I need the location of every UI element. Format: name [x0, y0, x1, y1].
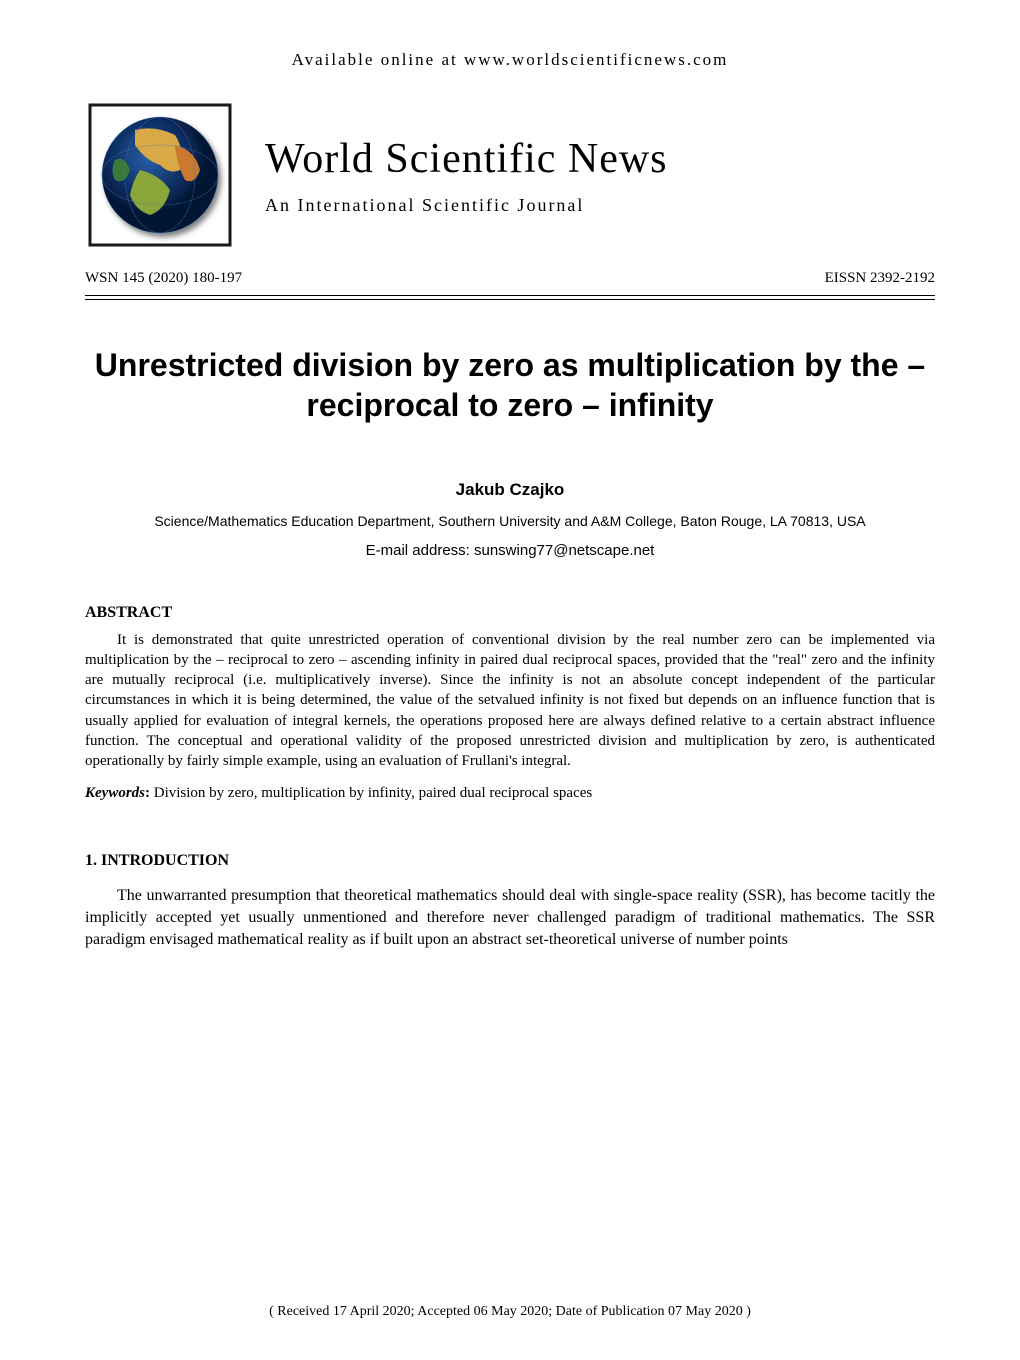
intro-paragraph: The unwarranted presumption that theoret…: [85, 885, 935, 950]
journal-name: World Scientific News: [265, 135, 935, 183]
abstract-heading: ABSTRACT: [85, 604, 935, 622]
journal-subtitle: An International Scientific Journal: [265, 195, 935, 216]
email-label: E-mail address:: [366, 542, 474, 559]
author-affiliation: Science/Mathematics Education Department…: [85, 512, 935, 532]
online-availability-line: Available online at www.worldscientificn…: [85, 50, 935, 70]
masthead: World Scientific News An International S…: [85, 100, 935, 250]
abstract-body: It is demonstrated that quite unrestrict…: [85, 630, 935, 772]
journal-logo-globe: [85, 100, 235, 250]
author-email-line: E-mail address: sunswing77@netscape.net: [85, 542, 935, 559]
issue-info-row: WSN 145 (2020) 180-197 EISSN 2392-2192: [85, 270, 935, 287]
keywords-label: Keywords: [85, 785, 145, 801]
keywords-separator: :: [145, 785, 154, 801]
email-address: sunswing77@netscape.net: [474, 542, 654, 559]
author-name: Jakub Czajko: [85, 480, 935, 500]
horizontal-rule-double: [85, 295, 935, 300]
eissn: EISSN 2392-2192: [825, 270, 935, 287]
keywords-line: Keywords: Division by zero, multiplicati…: [85, 785, 935, 802]
issue-ref: WSN 145 (2020) 180-197: [85, 270, 242, 287]
keywords-text: Division by zero, multiplication by infi…: [154, 785, 593, 801]
section-heading-intro: 1. INTRODUCTION: [85, 852, 935, 870]
journal-title-block: World Scientific News An International S…: [265, 135, 935, 216]
paper-title: Unrestricted division by zero as multipl…: [85, 345, 935, 425]
footer-dates: ( Received 17 April 2020; Accepted 06 Ma…: [0, 1304, 1020, 1320]
